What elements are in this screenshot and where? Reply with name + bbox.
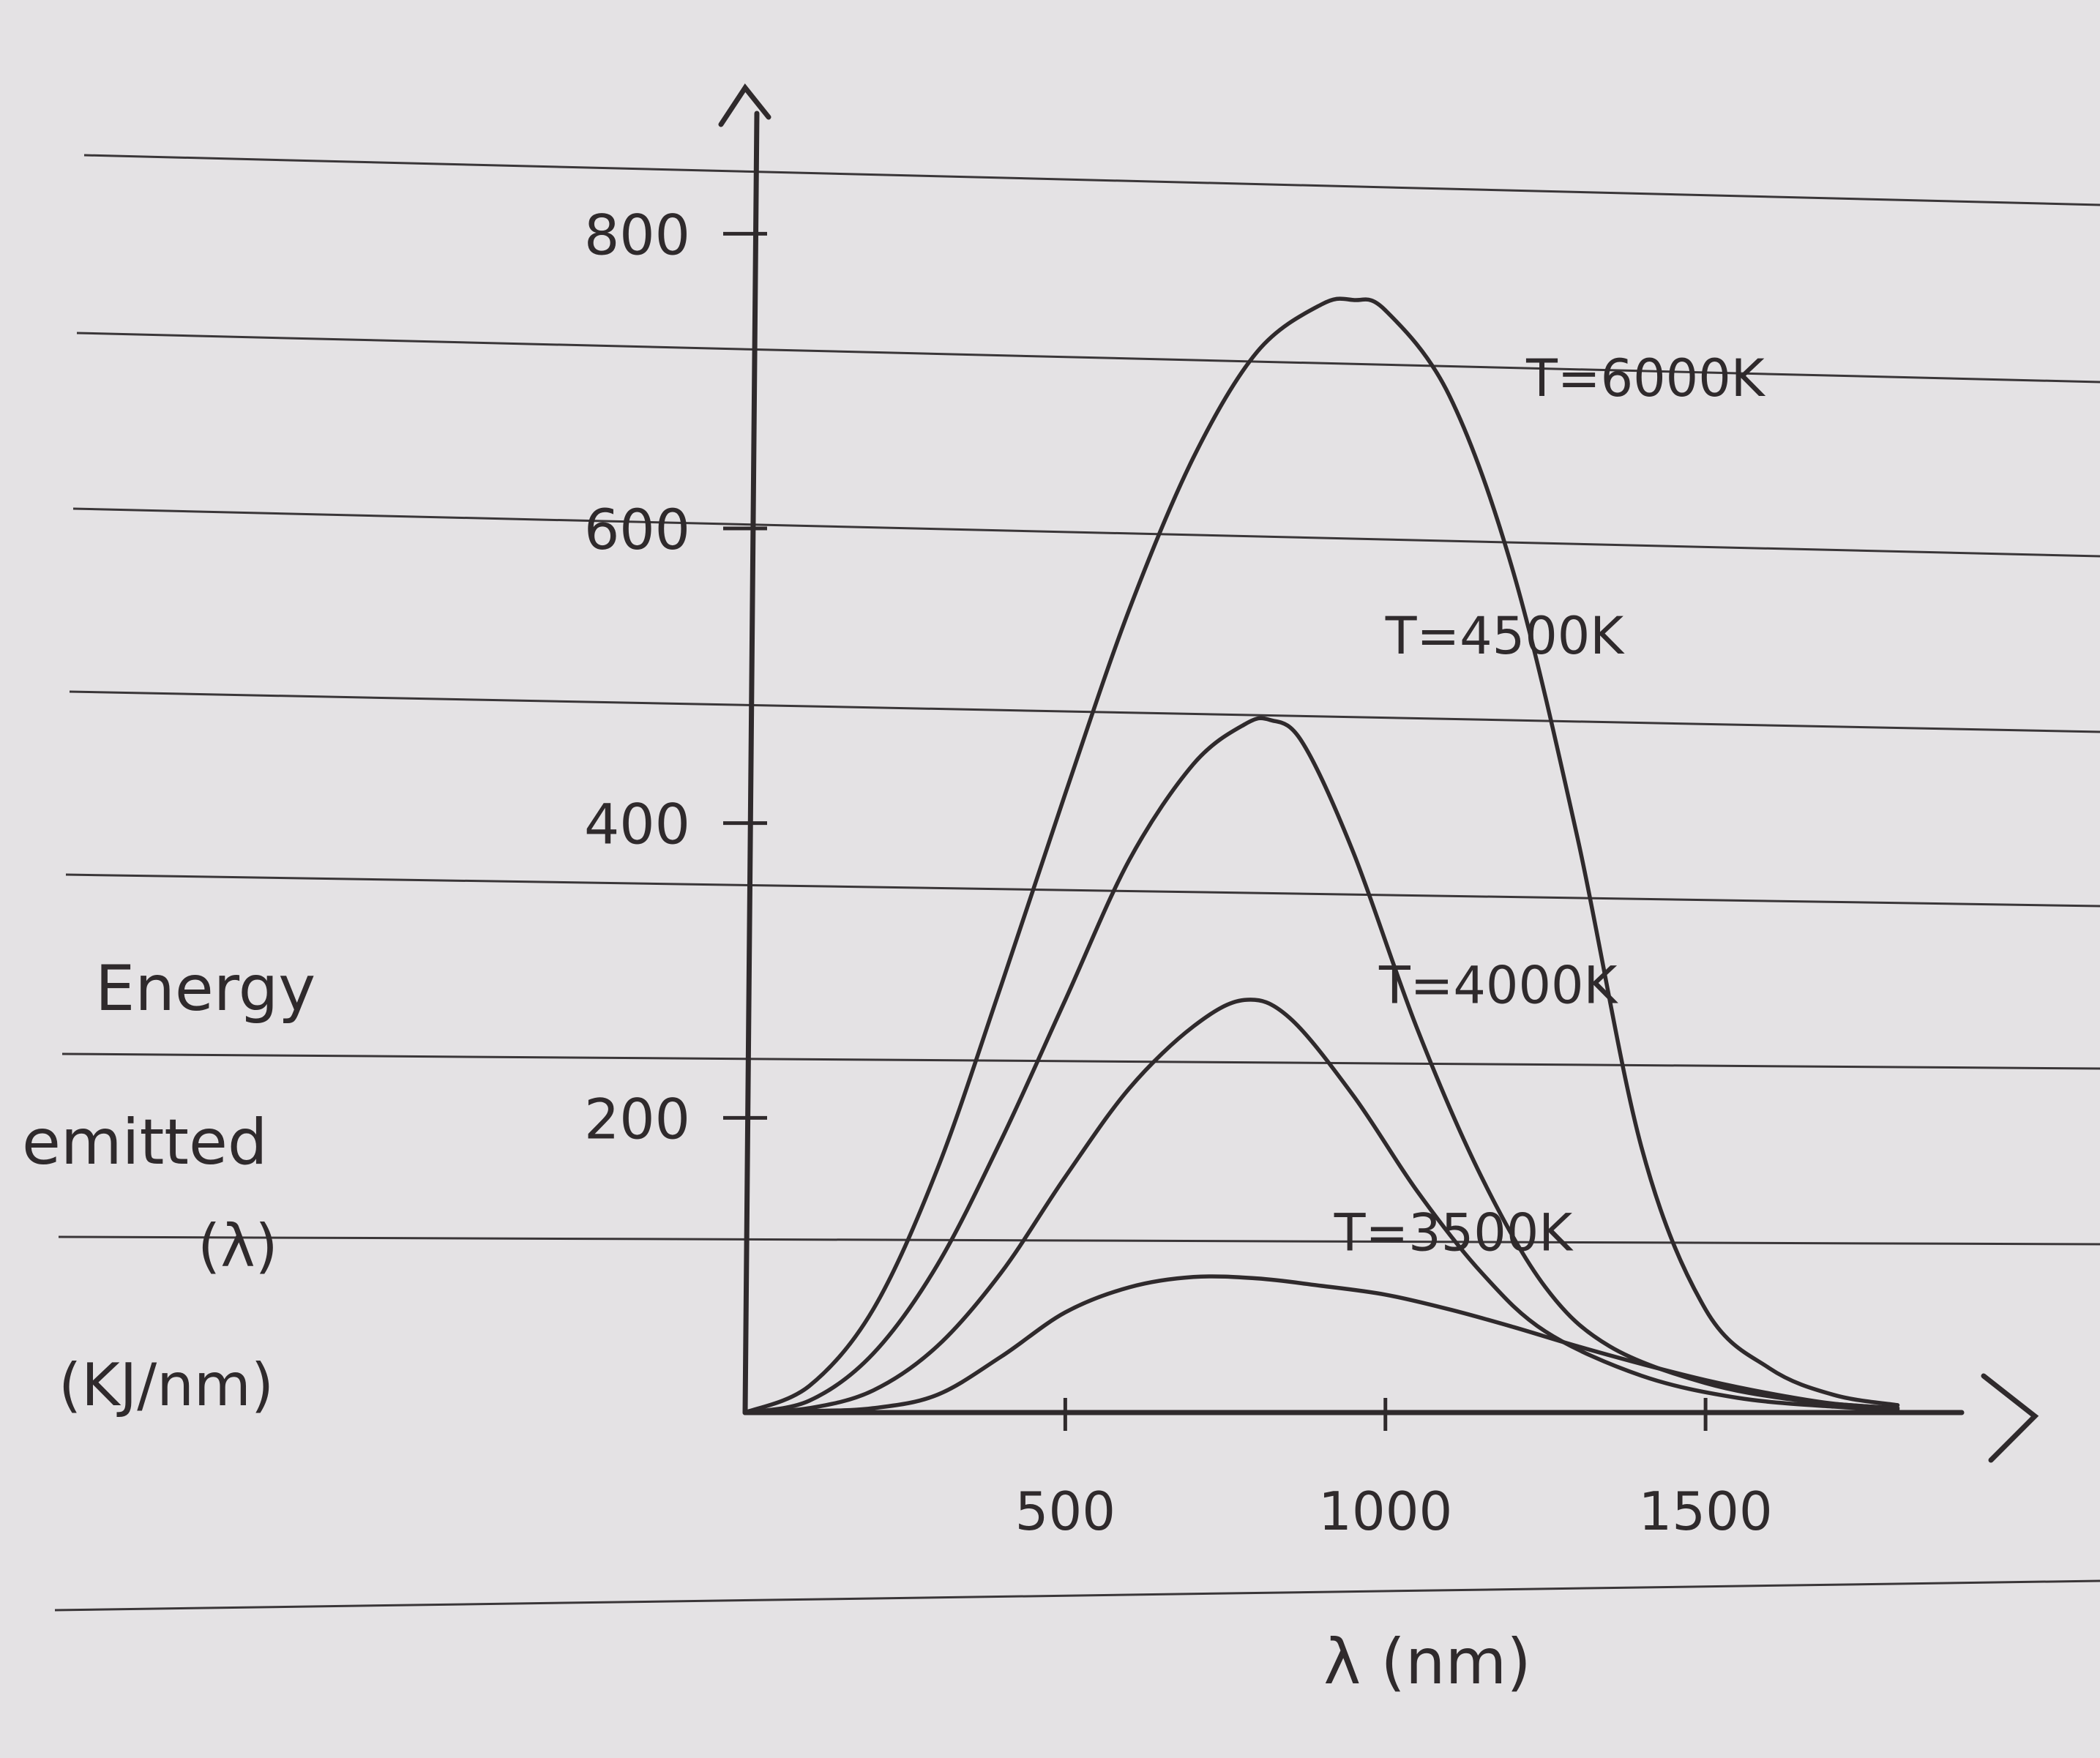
- x-axis-arrow: [1981, 1373, 2039, 1463]
- series-line-t-3500k: [743, 1274, 1900, 1415]
- y-axis-title: Energy emitted (λ) (KJ/nm): [22, 952, 315, 1419]
- x-tick-label: 500: [1015, 1481, 1116, 1542]
- x-tick-label: 1000: [1318, 1481, 1452, 1542]
- series-label: T=6000K: [1525, 348, 1766, 408]
- y-tick-label: 200: [584, 1086, 690, 1151]
- series-line-t-6000k: [743, 296, 1900, 1415]
- y-tick-label: 400: [584, 792, 690, 857]
- y-axis-line: [742, 111, 760, 1415]
- chart-series: [743, 296, 1900, 1415]
- rule-line: [83, 154, 2100, 206]
- y-tick-label: 600: [584, 497, 690, 562]
- rule-line: [72, 507, 2100, 558]
- x-axis-title: λ (nm): [1323, 1626, 1531, 1699]
- y-axis-title-line: emitted: [22, 1106, 268, 1179]
- rule-line: [65, 873, 2100, 908]
- rule-line: [76, 332, 2100, 384]
- y-axis-arrow: [718, 83, 771, 127]
- series-label: T=3500K: [1334, 1203, 1574, 1263]
- notebook-rule-lines: [54, 154, 2100, 1612]
- rule-line: [69, 690, 2100, 733]
- rule-line: [54, 1579, 2100, 1612]
- chart-axes: [718, 83, 2039, 1463]
- series-line-t-4500k: [743, 716, 1900, 1415]
- series-label: T=4000K: [1378, 955, 1619, 1015]
- rule-line: [58, 1235, 2100, 1246]
- y-axis-title-line: (λ): [198, 1212, 278, 1280]
- x-axis-ticks: 500 1000 1500: [1015, 1398, 1773, 1542]
- y-axis-title-line: Energy: [95, 952, 315, 1025]
- y-axis-title-line: (KJ/nm): [59, 1351, 274, 1419]
- series-labels: T=6000K T=4500K T=4000K T=3500K: [1334, 348, 1766, 1263]
- y-tick-label: 800: [584, 202, 690, 267]
- x-tick-label: 1500: [1638, 1481, 1772, 1542]
- series-line-t-4000k: [743, 998, 1900, 1415]
- y-axis-ticks: 200 400 600 800: [584, 202, 767, 1151]
- series-label: T=4500K: [1385, 606, 1626, 666]
- rule-line: [61, 1052, 2100, 1070]
